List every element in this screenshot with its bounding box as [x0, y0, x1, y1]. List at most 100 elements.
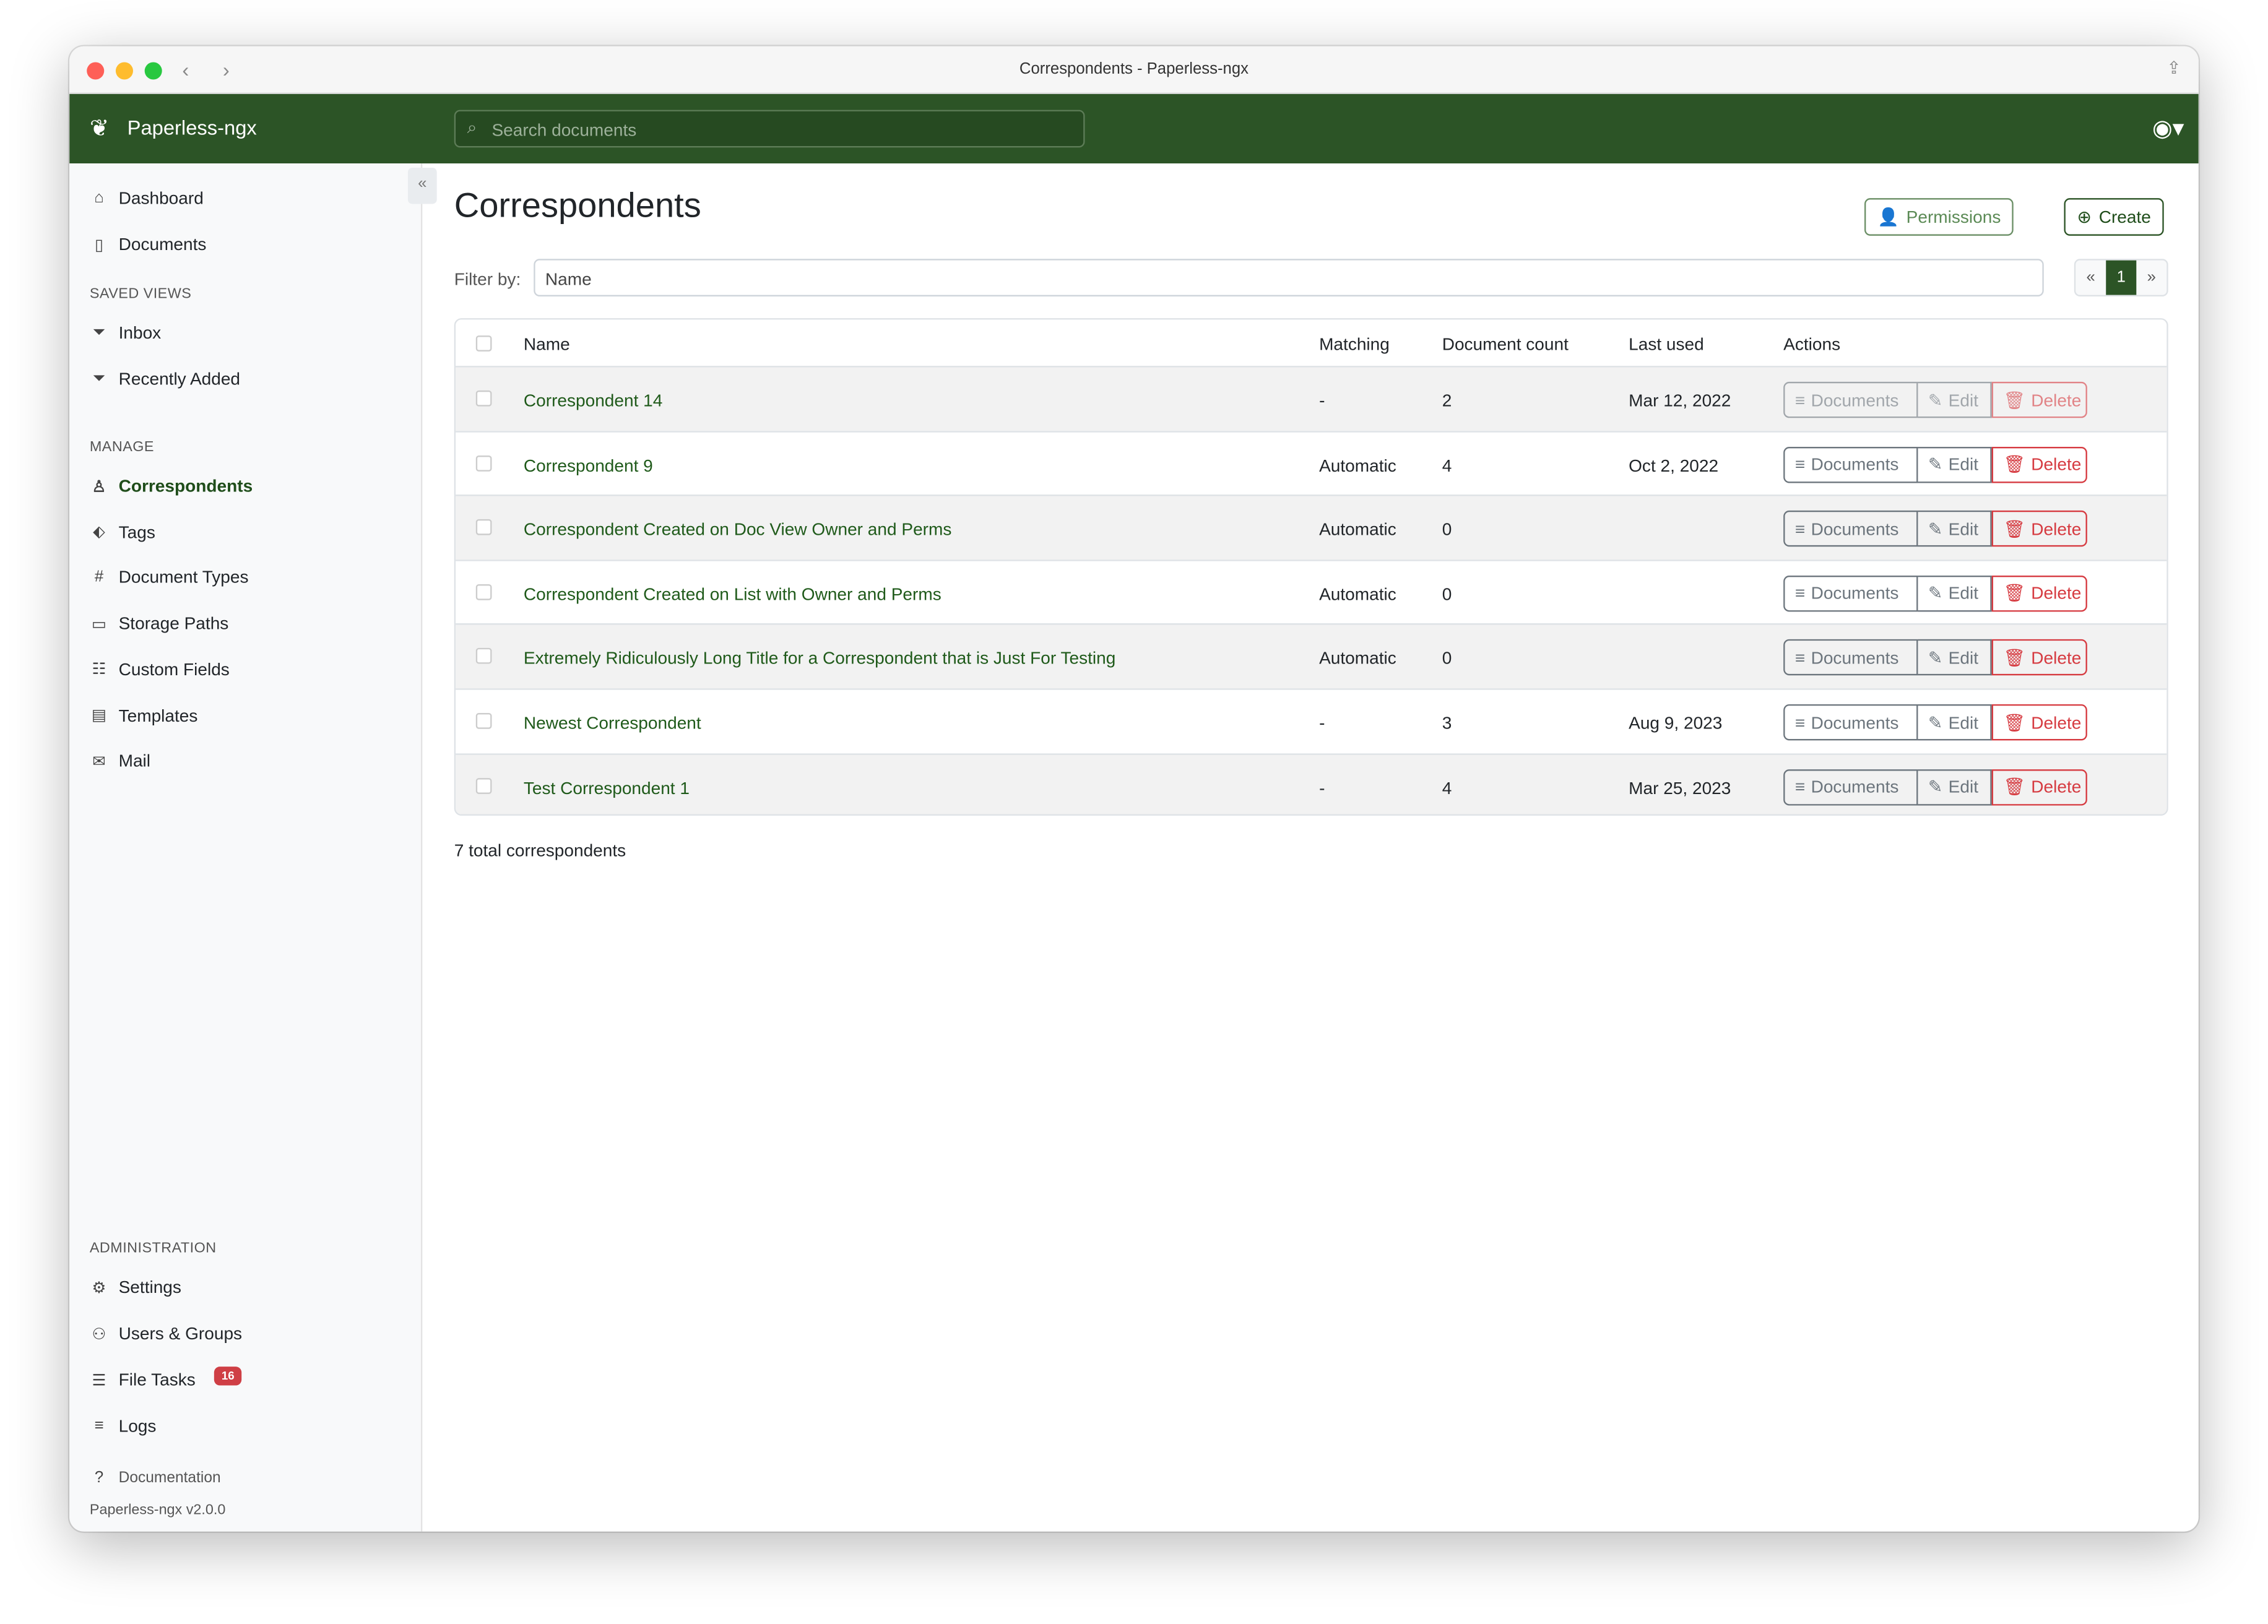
administration-heading: ADMINISTRATION: [89, 1240, 217, 1257]
table-row: Extremely Ridiculously Long Title for a …: [456, 624, 2167, 689]
column-matching[interactable]: Matching: [1319, 334, 1390, 355]
back-icon[interactable]: ‹: [182, 58, 189, 81]
edit-button[interactable]: ✎ Edit: [1918, 575, 1992, 611]
documents-button[interactable]: ≡ Documents: [1783, 511, 1918, 547]
documents-button[interactable]: ≡ Documents: [1783, 769, 1918, 805]
delete-button[interactable]: 🗑 Delete: [1991, 704, 2087, 741]
documents-button[interactable]: ≡ Documents: [1783, 446, 1918, 483]
sidebar-item-label: Mail: [118, 751, 151, 771]
sidebar-item-recently-added[interactable]: ⏷ Recently Added: [90, 369, 240, 389]
brand-name[interactable]: Paperless-ngx: [127, 115, 257, 139]
app-header: ❦ Paperless-ngx ⌕ Search documents ◉▾: [69, 93, 2199, 164]
edit-label: Edit: [1948, 583, 1979, 604]
permissions-button[interactable]: 👤 Permissions: [1864, 198, 2014, 236]
maximize-window-button[interactable]: [144, 62, 162, 80]
people-icon: ⚇: [92, 1325, 106, 1343]
row-checkbox[interactable]: [475, 519, 492, 536]
delete-label: Delete: [2031, 454, 2082, 475]
correspondent-name-link[interactable]: Correspondent 14: [523, 390, 663, 411]
hash-icon: #: [94, 569, 104, 587]
row-checkbox[interactable]: [475, 648, 492, 665]
sidebar-item-users-groups[interactable]: ⚇ Users & Groups: [90, 1323, 243, 1344]
edit-button[interactable]: ✎ Edit: [1918, 446, 1992, 483]
edit-label: Edit: [1948, 712, 1979, 733]
minimize-window-button[interactable]: [115, 62, 133, 80]
sidebar-item-label: Documents: [118, 234, 207, 255]
pencil-icon: ✎: [1928, 454, 1943, 475]
edit-button[interactable]: ✎ Edit: [1918, 381, 1992, 418]
forward-icon[interactable]: ›: [222, 58, 230, 81]
person-lock-icon: 👤: [1877, 207, 1899, 227]
trash-icon: 🗑: [2003, 583, 2025, 604]
correspondent-name-link[interactable]: Correspondent 9: [523, 455, 653, 475]
row-checkbox[interactable]: [475, 390, 492, 407]
documents-label: Documents: [1811, 583, 1899, 604]
row-checkbox[interactable]: [475, 584, 492, 600]
sidebar-item-logs[interactable]: ≡ Logs: [90, 1416, 157, 1436]
user-menu-icon[interactable]: ◉▾: [2152, 117, 2184, 142]
sidebar-item-correspondents[interactable]: ♙ Correspondents: [90, 476, 253, 496]
documents-button[interactable]: ≡ Documents: [1783, 704, 1918, 741]
documents-button[interactable]: ≡ Documents: [1783, 639, 1918, 676]
delete-button[interactable]: 🗑 Delete: [1991, 446, 2087, 483]
create-button[interactable]: ⊕ Create: [2064, 198, 2164, 236]
question-circle-icon: ?: [94, 1469, 104, 1487]
share-icon[interactable]: ⇪: [2166, 58, 2181, 79]
pencil-icon: ✎: [1928, 712, 1943, 733]
pager-next[interactable]: »: [2147, 269, 2156, 287]
correspondent-name-link[interactable]: Correspondent Created on List with Owner…: [523, 584, 941, 605]
documentation-link[interactable]: ? Documentation: [90, 1469, 221, 1487]
documents-button[interactable]: ≡ Documents: [1783, 575, 1918, 611]
pager-prev[interactable]: «: [2086, 269, 2095, 287]
delete-button[interactable]: 🗑 Delete: [1991, 639, 2087, 676]
delete-button[interactable]: 🗑 Delete: [1991, 575, 2087, 611]
sidebar-item-tags[interactable]: ⬖ Tags: [90, 522, 155, 542]
delete-button[interactable]: 🗑 Delete: [1991, 381, 2087, 418]
delete-button[interactable]: 🗑 Delete: [1991, 769, 2087, 805]
column-document-count[interactable]: Document count: [1442, 334, 1569, 355]
sidebar-item-dashboard[interactable]: ⌂ Dashboard: [90, 188, 204, 209]
sidebar-item-file-tasks[interactable]: ☰ File Tasks 16: [90, 1366, 242, 1390]
search-input[interactable]: ⌕ Search documents: [454, 110, 1085, 148]
filter-name-input[interactable]: Name: [534, 259, 2044, 297]
documents-button[interactable]: ≡ Documents: [1783, 381, 1918, 418]
edit-button[interactable]: ✎ Edit: [1918, 704, 1992, 741]
edit-button[interactable]: ✎ Edit: [1918, 511, 1992, 547]
correspondent-name-link[interactable]: Newest Correspondent: [523, 712, 701, 733]
pagination: « 1 »: [2074, 259, 2168, 297]
delete-label: Delete: [2031, 712, 2082, 733]
column-last-used[interactable]: Last used: [1629, 334, 1704, 355]
select-all-checkbox[interactable]: [475, 335, 492, 352]
pager-page-1[interactable]: 1: [2106, 260, 2137, 295]
sidebar-item-label: Tags: [118, 521, 155, 542]
trash-icon: 🗑: [2003, 712, 2025, 733]
sidebar-item-settings[interactable]: ⚙ Settings: [90, 1277, 181, 1297]
sidebar-item-custom-fields[interactable]: ☷ Custom Fields: [90, 659, 230, 680]
delete-button[interactable]: 🗑 Delete: [1991, 511, 2087, 547]
sidebar-item-templates[interactable]: ▤ Templates: [90, 705, 198, 725]
edit-button[interactable]: ✎ Edit: [1918, 769, 1992, 805]
sidebar-item-storage-paths[interactable]: ▭ Storage Paths: [90, 613, 228, 634]
row-checkbox[interactable]: [475, 777, 492, 793]
documents-label: Documents: [1811, 519, 1899, 539]
collapse-sidebar-button[interactable]: «: [407, 168, 437, 204]
row-checkbox[interactable]: [475, 455, 492, 471]
correspondent-name-link[interactable]: Test Correspondent 1: [523, 777, 690, 798]
close-window-button[interactable]: [87, 62, 105, 80]
edit-button[interactable]: ✎ Edit: [1918, 639, 1992, 676]
filter-icon: ≡: [1794, 389, 1806, 410]
column-name[interactable]: Name: [523, 334, 570, 355]
main-content: Correspondents 👤 Permissions ⊕ Create Filt…: [454, 163, 2199, 1532]
correspondent-name-link[interactable]: Correspondent Created on Doc View Owner …: [523, 519, 952, 540]
row-checkbox[interactable]: [475, 712, 492, 729]
funnel-icon: ⏷: [92, 323, 106, 341]
sidebar-item-document-types[interactable]: # Document Types: [90, 568, 249, 588]
sidebar-item-documents[interactable]: ▯ Documents: [90, 234, 207, 255]
sidebar-item-mail[interactable]: ✉ Mail: [90, 751, 150, 771]
delete-label: Delete: [2031, 519, 2082, 539]
correspondent-name-link[interactable]: Extremely Ridiculously Long Title for a …: [523, 648, 1116, 669]
row-actions: ≡ Documents ✎ Edit 🗑 Delete: [1783, 639, 2087, 676]
sidebar-item-inbox[interactable]: ⏷ Inbox: [90, 322, 161, 343]
last-used-cell: Mar 25, 2023: [1629, 777, 1731, 798]
table-row: Correspondent Created on Doc View Owner …: [456, 495, 2167, 560]
